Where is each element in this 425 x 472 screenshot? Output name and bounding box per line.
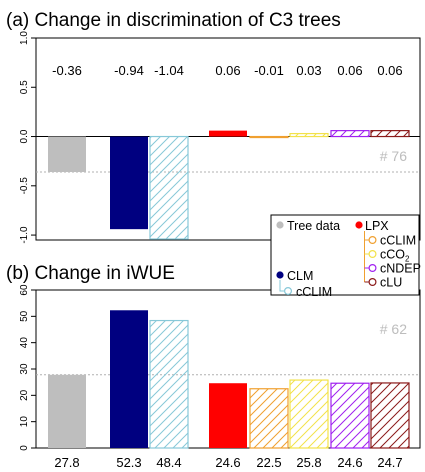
panel-a-value-labels: -0.36 -0.94 -1.04 0.06 -0.01 0.03 0.06 0.06 <box>52 63 402 78</box>
value-label: -0.01 <box>254 63 284 78</box>
value-label: -0.94 <box>114 63 144 78</box>
y-tick-label: 50 <box>19 310 30 322</box>
legend-tree-data-marker <box>276 221 284 229</box>
legend-label: cNDEP <box>380 262 421 276</box>
value-label: 52.3 <box>116 455 141 470</box>
bar-5 <box>249 135 289 139</box>
bar-2 <box>110 136 148 230</box>
legend-marker <box>368 264 377 273</box>
panel-a-plot-frame <box>35 37 421 241</box>
value-label: 24.6 <box>215 455 240 470</box>
panel-a-y-axis: -1.0 -0.5 0.0 0.5 1.0 <box>19 31 36 244</box>
bar-8 <box>370 130 410 138</box>
bar-1 <box>48 136 86 173</box>
y-tick-label: 10 <box>19 416 30 428</box>
panel-b: (b) Change in iWUE 0 10 20 30 40 50 60 27.8 52.… <box>6 263 421 470</box>
legend-clm-label: CLM <box>287 269 313 283</box>
legend-clm-marker <box>276 271 284 279</box>
bar-5 <box>249 388 289 449</box>
y-tick-label: -1.0 <box>19 226 30 244</box>
legend-marker <box>368 278 377 287</box>
value-label: 24.6 <box>337 455 362 470</box>
panel-b-annotation: # 62 <box>380 321 407 337</box>
legend-label: cCLIM <box>380 234 416 248</box>
legend-clm-connector <box>279 280 284 292</box>
panel-b-y-axis: 0 10 20 30 40 50 60 <box>19 284 36 451</box>
legend-tree-data-label: Tree data <box>287 219 340 233</box>
bar-7 <box>330 130 370 138</box>
legend-marker <box>368 250 377 259</box>
y-tick-label: 60 <box>19 284 30 296</box>
value-label: 0.06 <box>337 63 362 78</box>
legend-lpx-label: LPX <box>365 219 389 233</box>
y-tick-label: 0.5 <box>19 80 30 94</box>
bar-6 <box>289 132 329 138</box>
panel-a-bars <box>36 130 420 240</box>
legend-clm-cclim-marker <box>284 287 293 296</box>
panel-b-bars <box>36 310 420 449</box>
bar-4 <box>209 383 247 448</box>
panel-a-title: (a) Change in discrimination of C3 trees <box>6 10 341 31</box>
value-label: 0.06 <box>215 63 240 78</box>
bar-4 <box>209 130 247 137</box>
bar-3 <box>149 135 189 240</box>
bar-7 <box>330 382 370 449</box>
y-tick-label: 0.0 <box>19 129 30 143</box>
value-label: -0.36 <box>52 63 82 78</box>
y-tick-label: -0.5 <box>19 177 30 195</box>
legend-clm-cclim-label: cCLIM <box>296 285 332 299</box>
bar-2 <box>110 310 148 448</box>
y-tick-label: 20 <box>19 389 30 401</box>
value-label: 0.03 <box>296 63 321 78</box>
value-label: 22.5 <box>256 455 281 470</box>
legend-marker <box>368 236 377 245</box>
legend-label: cLU <box>380 276 402 290</box>
y-tick-label: 40 <box>19 337 30 349</box>
panel-b-value-labels: 27.8 52.3 48.4 24.6 22.5 25.8 24.6 24.7 <box>54 455 402 470</box>
value-label: 24.7 <box>377 455 402 470</box>
bar-8 <box>370 382 410 449</box>
y-tick-label: 1.0 <box>19 31 30 45</box>
panel-b-title: (b) Change in iWUE <box>6 263 175 284</box>
value-label: 48.4 <box>156 455 181 470</box>
panel-a: (a) Change in discrimination of C3 trees… <box>6 10 421 244</box>
bar-1 <box>48 374 86 448</box>
value-label: 0.06 <box>377 63 402 78</box>
y-tick-label: 0 <box>19 445 30 451</box>
value-label: -1.04 <box>154 63 184 78</box>
bar-3 <box>149 319 189 449</box>
value-label: 27.8 <box>54 455 79 470</box>
y-tick-label: 30 <box>19 363 30 375</box>
panel-a-annotation: # 76 <box>380 148 407 164</box>
legend-lpx-marker <box>355 221 363 229</box>
legend-frame <box>270 214 420 296</box>
bar-6 <box>289 379 329 449</box>
value-label: 25.8 <box>296 455 321 470</box>
legend-label: cCO2 <box>380 248 410 264</box>
